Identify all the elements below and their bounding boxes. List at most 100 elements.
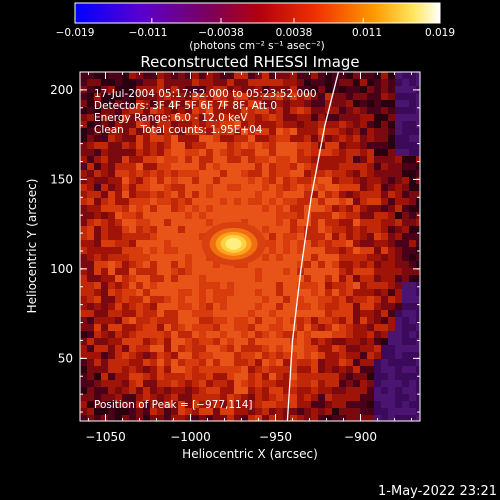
heatmap-cell	[192, 366, 199, 373]
heatmap-cell	[171, 345, 178, 352]
heatmap-cell	[157, 219, 164, 226]
heatmap-cell	[325, 338, 332, 345]
heatmap-cell	[318, 212, 325, 219]
heatmap-cell	[395, 366, 402, 373]
heatmap-cell	[395, 163, 402, 170]
heatmap-cell	[304, 233, 311, 240]
heatmap-cell	[80, 366, 87, 373]
heatmap-cell	[367, 254, 374, 261]
heatmap-cell	[122, 170, 129, 177]
heatmap-cell	[178, 240, 185, 247]
heatmap-cell	[269, 296, 276, 303]
heatmap-cell	[311, 93, 318, 100]
heatmap-cell	[171, 184, 178, 191]
heatmap-cell	[192, 401, 199, 408]
heatmap-cell	[318, 268, 325, 275]
heatmap-cell	[115, 373, 122, 380]
heatmap-cell	[332, 296, 339, 303]
heatmap-cell	[248, 303, 255, 310]
heatmap-cell	[346, 142, 353, 149]
heatmap-cell	[129, 177, 136, 184]
heatmap-cell	[276, 72, 283, 79]
heatmap-cell	[213, 86, 220, 93]
heatmap-cell	[199, 338, 206, 345]
heatmap-cell	[157, 366, 164, 373]
heatmap-cell	[255, 135, 262, 142]
heatmap-cell	[101, 121, 108, 128]
heatmap-cell	[304, 191, 311, 198]
heatmap-cell	[311, 345, 318, 352]
heatmap-cell	[262, 380, 269, 387]
heatmap-cell	[325, 268, 332, 275]
heatmap-cell	[318, 387, 325, 394]
heatmap-cell	[283, 198, 290, 205]
heatmap-cell	[122, 282, 129, 289]
heatmap-cell	[395, 401, 402, 408]
heatmap-cell	[122, 345, 129, 352]
heatmap-cell	[325, 233, 332, 240]
heatmap-cell	[374, 198, 381, 205]
heatmap-cell	[178, 226, 185, 233]
heatmap-cell	[325, 408, 332, 415]
heatmap-cell	[185, 177, 192, 184]
heatmap-cell	[199, 289, 206, 296]
heatmap-cell	[290, 100, 297, 107]
heatmap-cell	[360, 366, 367, 373]
heatmap-cell	[409, 170, 416, 177]
heatmap-cell	[143, 317, 150, 324]
heatmap-cell	[346, 338, 353, 345]
heatmap-cell	[353, 275, 360, 282]
heatmap-cell	[87, 408, 94, 415]
heatmap-cell	[325, 331, 332, 338]
heatmap-cell	[185, 408, 192, 415]
heatmap-cell	[192, 254, 199, 261]
heatmap-cell	[304, 72, 311, 79]
heatmap-cell	[353, 303, 360, 310]
heatmap-cell	[367, 317, 374, 324]
heatmap-cell	[234, 149, 241, 156]
heatmap-cell	[150, 240, 157, 247]
heatmap-cell	[269, 359, 276, 366]
heatmap-cell	[220, 303, 227, 310]
heatmap-cell	[87, 401, 94, 408]
heatmap-cell	[409, 79, 416, 86]
heatmap-cell	[199, 107, 206, 114]
heatmap-cell	[234, 303, 241, 310]
heatmap-cell	[297, 114, 304, 121]
heatmap-cell	[262, 177, 269, 184]
heatmap-cell	[234, 408, 241, 415]
heatmap-cell	[395, 233, 402, 240]
heatmap-cell	[255, 79, 262, 86]
heatmap-cell	[269, 352, 276, 359]
heatmap-cell	[374, 163, 381, 170]
heatmap-cell	[122, 394, 129, 401]
heatmap-cell	[122, 233, 129, 240]
x-axis-label: Heliocentric X (arcsec)	[182, 447, 318, 461]
heatmap-cell	[353, 317, 360, 324]
heatmap-cell	[297, 226, 304, 233]
heatmap-cell	[129, 324, 136, 331]
heatmap-cell	[381, 212, 388, 219]
heatmap-cell	[171, 191, 178, 198]
heatmap-cell	[206, 275, 213, 282]
heatmap-cell	[143, 107, 150, 114]
heatmap-cell	[80, 135, 87, 142]
heatmap-cell	[234, 380, 241, 387]
heatmap-cell	[360, 135, 367, 142]
heatmap-cell	[248, 373, 255, 380]
heatmap-cell	[262, 107, 269, 114]
heatmap-cell	[234, 79, 241, 86]
heatmap-cell	[143, 352, 150, 359]
heatmap-cell	[367, 268, 374, 275]
heatmap-cell	[108, 303, 115, 310]
heatmap-cell	[255, 184, 262, 191]
heatmap-cell	[262, 387, 269, 394]
heatmap-cell	[248, 282, 255, 289]
heatmap-cell	[353, 324, 360, 331]
heatmap-cell	[150, 219, 157, 226]
heatmap-cell	[332, 72, 339, 79]
heatmap-cell	[339, 380, 346, 387]
heatmap-cell	[171, 72, 178, 79]
heatmap-cell	[367, 394, 374, 401]
heatmap-cell	[409, 401, 416, 408]
